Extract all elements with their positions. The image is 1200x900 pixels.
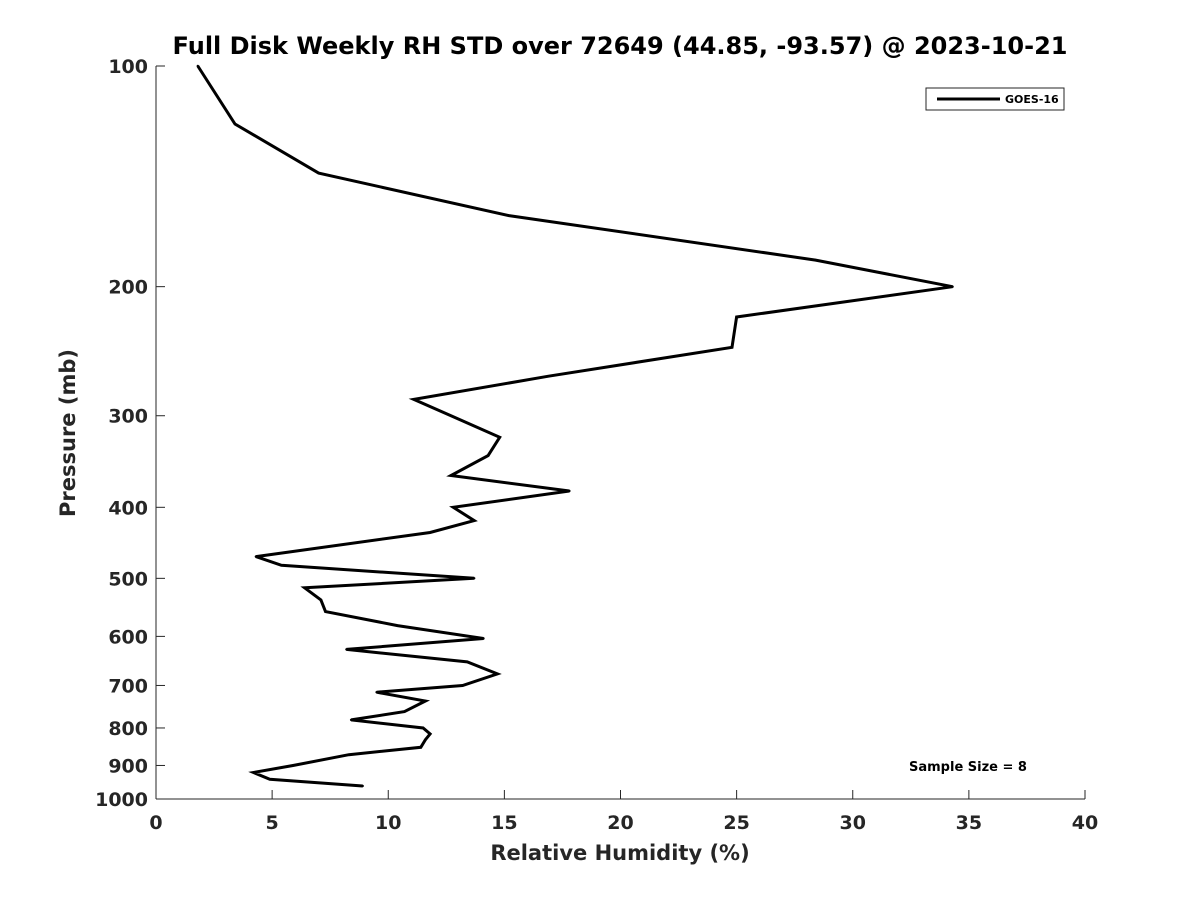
data-point: [428, 732, 432, 736]
data-point: [254, 555, 258, 558]
data-point: [347, 753, 350, 756]
y-tick-label: 200: [108, 277, 148, 299]
data-point: [280, 564, 283, 567]
data-point: [375, 691, 378, 694]
x-tick-label: 0: [149, 812, 162, 834]
data-point: [428, 531, 432, 534]
data-point: [730, 346, 734, 349]
data-point: [403, 710, 406, 713]
y-tick-label: 300: [108, 406, 148, 428]
data-point: [319, 598, 323, 602]
y-axis-label: Pressure (mb): [56, 349, 80, 517]
data-point: [349, 718, 353, 722]
x-tick-label: 10: [375, 812, 401, 834]
x-tick-label: 35: [956, 812, 982, 834]
y-tick-label: 500: [108, 568, 148, 590]
y-tick-label: 800: [108, 718, 148, 740]
data-point: [252, 771, 255, 774]
y-tick-label: 900: [108, 755, 148, 777]
series-line-goes-16: [196, 65, 953, 788]
data-point: [507, 214, 511, 217]
data-point: [345, 648, 348, 651]
x-tick-label: 20: [607, 812, 633, 834]
x-tick-label: 30: [840, 812, 866, 834]
y-tick-label: 100: [108, 56, 148, 78]
chart-title: Full Disk Weekly RH STD over 72649 (44.8…: [173, 32, 1068, 60]
data-point: [498, 436, 501, 439]
data-point: [568, 489, 571, 493]
x-axis-label: Relative Humidity (%): [490, 841, 749, 865]
legend-label-goes-16: GOES-16: [1005, 93, 1059, 106]
axes: 0 5 10 15 20 25 30 35 40 100 200 300 400 500 600 700 800…: [95, 56, 1098, 834]
x-tick-label: 40: [1072, 812, 1098, 834]
y-tick-label: 1000: [95, 789, 148, 811]
data-point: [466, 660, 469, 664]
x-tick-label: 15: [491, 812, 517, 834]
data-point: [486, 454, 490, 457]
legend: GOES-16: [925, 87, 1065, 111]
data-point: [547, 375, 550, 378]
data-point: [735, 315, 738, 319]
data-point: [421, 726, 425, 730]
data-point: [324, 610, 327, 613]
data-point: [303, 586, 306, 589]
data-point: [473, 519, 476, 522]
data-point: [291, 764, 295, 767]
data-point: [396, 624, 399, 627]
y-tick-label: 400: [108, 497, 148, 519]
data-point: [951, 285, 954, 288]
data-point: [268, 778, 271, 781]
data-point: [317, 171, 320, 175]
data-point: [361, 784, 364, 788]
data-point: [412, 398, 415, 401]
sample-size-annotation: Sample Size = 8: [909, 760, 1027, 775]
series-layer: [196, 64, 954, 788]
data-point: [424, 699, 427, 703]
y-tick-label: 600: [108, 626, 148, 648]
y-tick-label: 700: [108, 675, 148, 697]
data-point: [233, 122, 237, 126]
data-point: [814, 258, 817, 262]
data-point: [196, 64, 199, 68]
data-point: [496, 672, 499, 676]
data-point: [461, 684, 464, 687]
data-point: [449, 414, 453, 417]
data-point: [473, 577, 476, 580]
data-point: [452, 506, 455, 509]
data-point: [449, 474, 453, 477]
data-point: [482, 637, 485, 640]
data-point: [424, 738, 427, 741]
data-point: [419, 746, 422, 749]
x-tick-label: 25: [723, 812, 749, 834]
x-tick-label: 5: [266, 812, 279, 834]
